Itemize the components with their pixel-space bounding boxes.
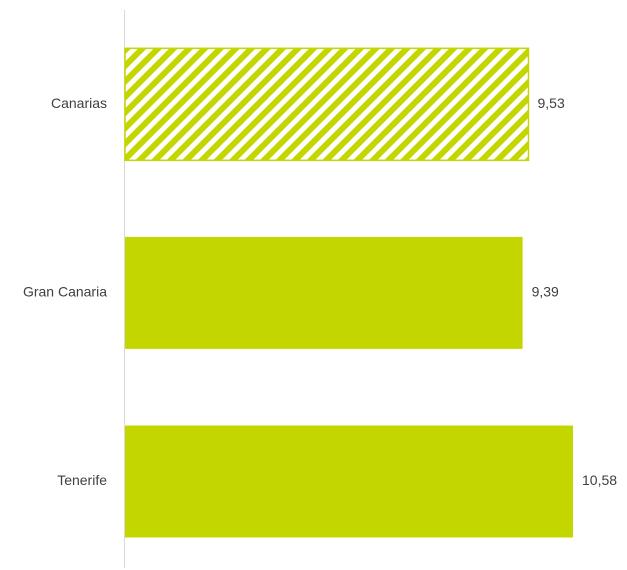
bar-canarias [125, 48, 529, 160]
bar-tenerife [125, 426, 573, 538]
bar-gran-canaria [125, 237, 523, 349]
category-label-canarias: Canarias [51, 95, 107, 111]
category-label-tenerife: Tenerife [57, 472, 107, 488]
value-label-gran-canaria: 9,39 [532, 284, 559, 300]
category-label-gran-canaria: Gran Canaria [23, 284, 107, 300]
value-label-tenerife: 10,58 [582, 472, 617, 488]
bars-group [125, 48, 573, 537]
value-label-canarias: 9,53 [538, 95, 565, 111]
